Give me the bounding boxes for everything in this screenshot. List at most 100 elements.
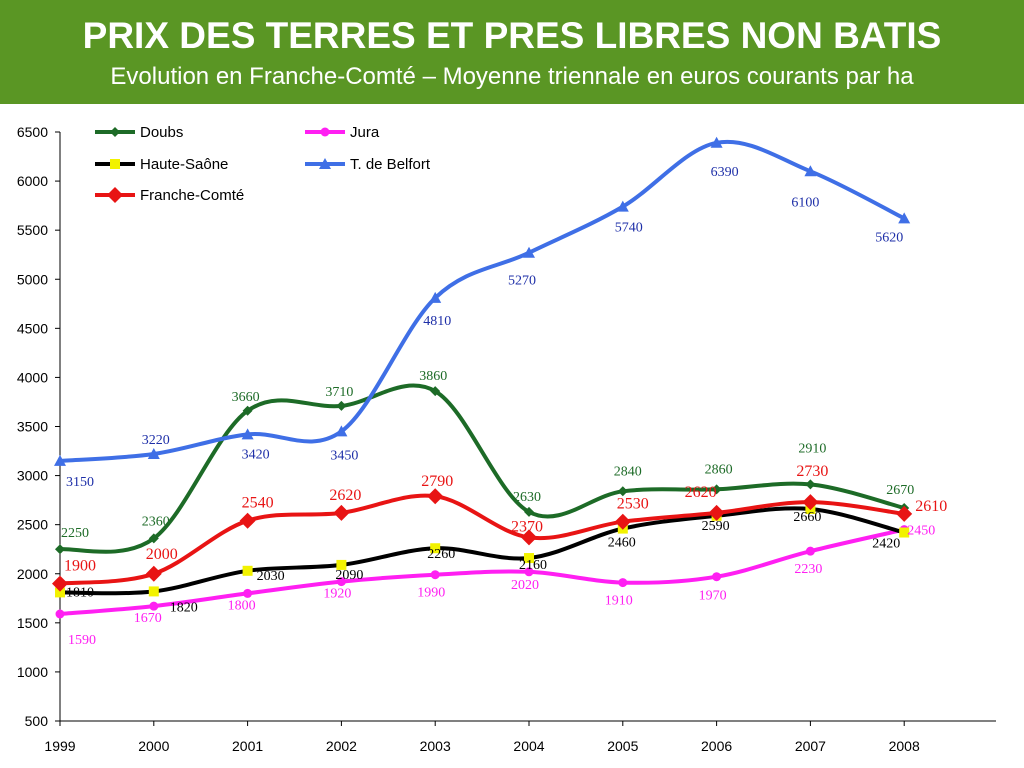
data-point-franche-comte [708, 504, 725, 521]
data-point-jura [55, 609, 65, 619]
data-point-doubs [336, 400, 347, 411]
legend-marker-jura [320, 127, 330, 137]
data-point-jura [524, 567, 534, 577]
data-label-franche-comte: 2620 [685, 484, 717, 501]
data-point-haute-saone [148, 586, 159, 597]
data-label-t-de-belfort: 6100 [791, 195, 819, 210]
data-point-jura [805, 546, 815, 556]
data-label-doubs: 3860 [419, 369, 447, 384]
series-t-de-belfort [54, 136, 911, 466]
data-point-t-de-belfort [523, 246, 535, 258]
data-point-jura [149, 601, 159, 611]
data-point-haute-saone [242, 565, 253, 576]
data-point-jura [336, 577, 346, 587]
data-label-franche-comte: 2790 [421, 473, 453, 490]
data-label-doubs: 2860 [705, 462, 733, 477]
data-point-jura [430, 570, 440, 580]
legend-marker-t-de-belfort [319, 158, 331, 169]
data-point-t-de-belfort [710, 136, 723, 148]
data-point-franche-comte [896, 505, 913, 522]
data-point-t-de-belfort [54, 454, 66, 466]
data-labels-jura: 1590 1670 1800 1920 1990 2020 1910 1970 2230 2450 [68, 524, 935, 648]
data-label-t-de-belfort: 5620 [875, 230, 903, 245]
legend: Doubs Jura Haute-Saône T. de Belfort Franche… [95, 124, 431, 204]
data-point-jura [618, 578, 628, 588]
data-point-haute-saone [899, 527, 910, 538]
series-line-jura [59, 527, 905, 616]
legend-item-haute-saone: Haute-Saône [95, 156, 228, 173]
x-tick-label: 2004 [513, 738, 544, 754]
y-tick-label: 1500 [17, 615, 48, 631]
legend-item-t-de-belfort: T. de Belfort [305, 156, 431, 173]
data-label-haute-saone: 2660 [793, 510, 821, 525]
x-tick-label: 2005 [607, 738, 638, 754]
legend-item-jura: Jura [305, 124, 380, 141]
data-point-t-de-belfort [241, 428, 254, 440]
data-label-jura: 2230 [794, 562, 822, 577]
data-label-haute-saone: 2260 [427, 547, 455, 562]
data-label-franche-comte: 2610 [915, 498, 947, 515]
data-label-jura: 1800 [228, 598, 256, 613]
y-tick-label: 6000 [17, 173, 48, 189]
y-tick-label: 1000 [17, 664, 48, 680]
data-label-jura: 1590 [68, 633, 96, 648]
data-point-doubs [524, 506, 534, 517]
data-point-franche-comte [52, 575, 68, 592]
data-label-franche-comte: 2530 [617, 496, 649, 513]
legend-label-jura: Jura [350, 124, 380, 141]
data-labels-haute-saone: 1810 1820 2030 2090 2260 2160 2460 2590 2660 2420 [66, 510, 900, 615]
data-label-doubs: 2630 [513, 490, 541, 505]
data-label-franche-comte: 2540 [242, 495, 274, 512]
data-point-jura [243, 588, 253, 598]
data-label-haute-saone: 2090 [335, 568, 363, 583]
data-point-doubs [805, 479, 816, 490]
page-subtitle: Evolution en Franche-Comté – Moyenne tri… [110, 63, 914, 90]
data-labels-t-de-belfort: 3150 3220 3420 3450 4810 5270 5740 6390 6100 5620 [66, 165, 903, 490]
header-banner: PRIX DES TERRES ET PRES LIBRES NON BATIS… [0, 0, 1024, 104]
data-point-haute-saone [430, 543, 441, 554]
x-tick-label: 2003 [420, 738, 451, 754]
data-label-franche-comte: 2620 [329, 487, 361, 504]
y-tick-label: 3000 [17, 468, 48, 484]
y-tick-label: 6500 [17, 124, 48, 140]
data-label-t-de-belfort: 3450 [330, 448, 358, 463]
y-tick-label: 5500 [17, 222, 48, 238]
data-label-jura: 1670 [134, 611, 162, 626]
series-jura [55, 525, 909, 619]
data-point-t-de-belfort [335, 425, 348, 437]
data-label-haute-saone: 1820 [170, 600, 198, 615]
data-label-t-de-belfort: 3220 [142, 433, 170, 448]
series-line-franche-comte [59, 493, 905, 586]
legend-marker-franche-comte [107, 187, 123, 203]
data-label-t-de-belfort: 4810 [423, 314, 451, 329]
data-label-doubs: 2360 [142, 514, 170, 529]
data-point-doubs [617, 486, 628, 497]
data-labels-franche-comte: 1900 2000 2540 2620 2790 2370 2530 2620 2730 2610 [64, 463, 947, 574]
y-tick-label: 2500 [17, 517, 48, 533]
data-point-haute-saone [336, 559, 347, 570]
x-tick-label: 2001 [232, 738, 263, 754]
data-label-franche-comte: 2370 [511, 518, 543, 535]
data-point-doubs [430, 386, 441, 397]
legend-item-franche-comte: Franche-Comté [95, 187, 244, 204]
data-point-franche-comte [239, 512, 256, 529]
x-tick-label: 2002 [326, 738, 357, 754]
data-label-t-de-belfort: 5740 [615, 221, 643, 236]
page-title: PRIX DES TERRES ET PRES LIBRES NON BATIS [82, 15, 942, 56]
x-tick-label: 2007 [795, 738, 826, 754]
y-tick-label: 4000 [17, 369, 48, 385]
data-label-jura: 1920 [323, 587, 351, 602]
data-label-doubs: 3710 [325, 385, 353, 400]
data-label-haute-saone: 2030 [257, 569, 285, 584]
data-labels-doubs: 2250 2360 3660 3710 3860 2630 2840 2860 2910 2670 [61, 369, 914, 541]
series-line-doubs [59, 383, 905, 554]
data-point-t-de-belfort [804, 165, 817, 177]
data-point-franche-comte [802, 494, 819, 511]
data-label-t-de-belfort: 5270 [508, 274, 536, 289]
axes: 500 1000 1500 2000 2500 3000 3500 4000 4500 5000 5… [17, 124, 996, 754]
data-label-doubs: 2840 [614, 464, 642, 479]
data-point-doubs [242, 405, 253, 416]
legend-marker-doubs [110, 127, 120, 137]
data-point-jura [712, 572, 722, 582]
series-line-t-de-belfort [59, 139, 906, 463]
